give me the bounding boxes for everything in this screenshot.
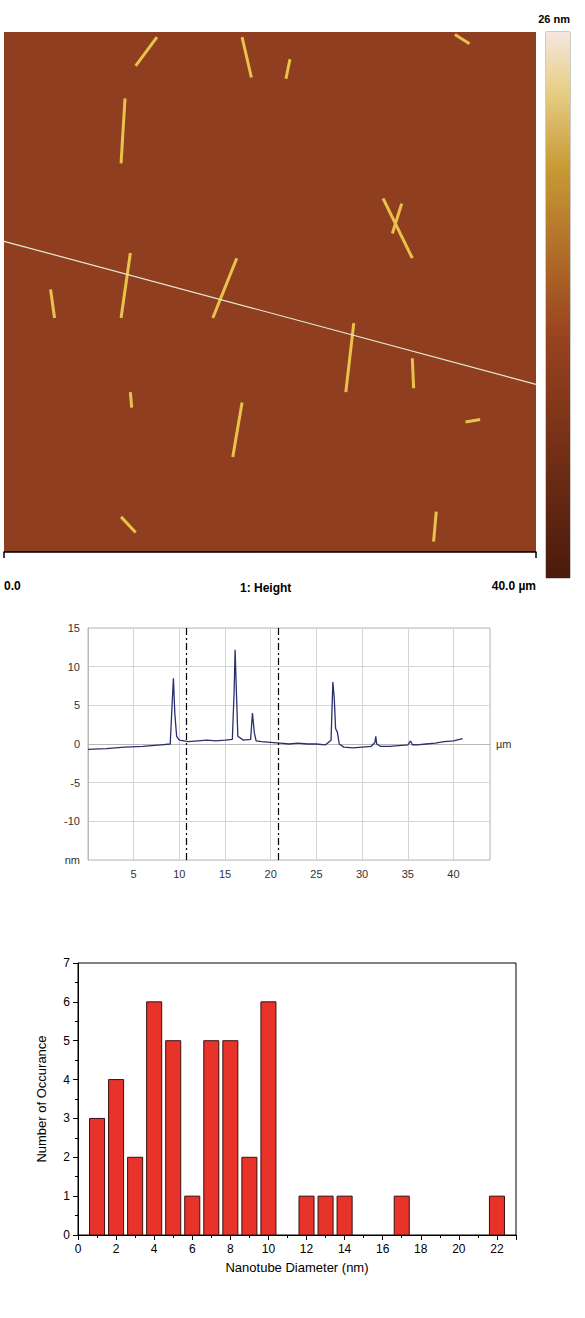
- svg-text:15: 15: [219, 868, 231, 880]
- svg-text:10: 10: [262, 1242, 276, 1256]
- svg-text:12: 12: [300, 1242, 314, 1256]
- svg-text:40.0 µm: 40.0 µm: [492, 579, 536, 593]
- svg-text:µm: µm: [496, 738, 512, 750]
- svg-text:18: 18: [414, 1242, 428, 1256]
- svg-text:26 nm: 26 nm: [538, 13, 570, 25]
- svg-text:-10: -10: [64, 815, 80, 827]
- svg-text:20: 20: [452, 1242, 466, 1256]
- svg-text:25: 25: [310, 868, 322, 880]
- svg-text:22: 22: [490, 1242, 504, 1256]
- svg-text:8: 8: [227, 1242, 234, 1256]
- svg-text:10: 10: [173, 868, 185, 880]
- svg-text:2: 2: [113, 1242, 120, 1256]
- svg-text:14: 14: [338, 1242, 352, 1256]
- svg-text:4: 4: [63, 1073, 70, 1087]
- svg-text:0: 0: [74, 738, 80, 750]
- svg-text:5: 5: [63, 1034, 70, 1048]
- svg-text:7: 7: [63, 956, 70, 970]
- svg-text:5: 5: [131, 868, 137, 880]
- svg-text:-5: -5: [70, 777, 80, 789]
- svg-text:0: 0: [63, 1228, 70, 1242]
- svg-text:Number of Occurance: Number of Occurance: [34, 1035, 49, 1162]
- svg-text:30: 30: [356, 868, 368, 880]
- svg-text:Nanotube Diameter (nm): Nanotube Diameter (nm): [225, 1260, 368, 1275]
- svg-text:35: 35: [402, 868, 414, 880]
- svg-text:10: 10: [68, 661, 80, 673]
- svg-text:1: 1: [63, 1189, 70, 1203]
- svg-text:40: 40: [447, 868, 459, 880]
- svg-text:3: 3: [63, 1111, 70, 1125]
- svg-text:6: 6: [189, 1242, 196, 1256]
- svg-text:20: 20: [265, 868, 277, 880]
- svg-text:6: 6: [63, 995, 70, 1009]
- svg-text:5: 5: [74, 699, 80, 711]
- svg-text:nm: nm: [65, 854, 80, 866]
- svg-text:4: 4: [151, 1242, 158, 1256]
- svg-text:2: 2: [63, 1150, 70, 1164]
- svg-text:16: 16: [376, 1242, 390, 1256]
- svg-text:0: 0: [75, 1242, 82, 1256]
- svg-text:1: Height: 1: Height: [240, 581, 291, 595]
- svg-text:15: 15: [68, 622, 80, 634]
- svg-text:0.0: 0.0: [4, 579, 21, 593]
